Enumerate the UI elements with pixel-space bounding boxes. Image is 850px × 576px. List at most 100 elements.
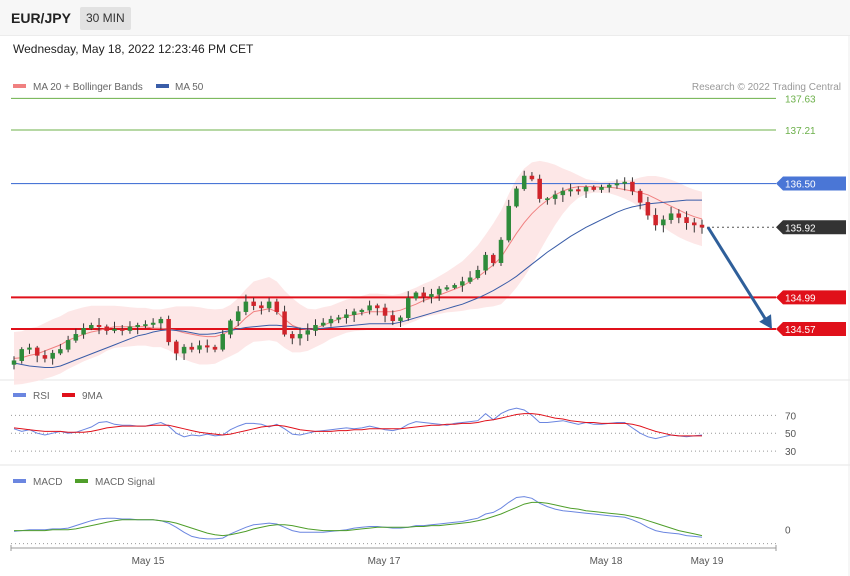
symbol-label: EUR/JPY	[11, 10, 71, 26]
candle	[699, 219, 705, 234]
level-badge-support	[776, 290, 846, 305]
level-label-target: 137.21	[785, 126, 816, 137]
candle	[583, 185, 589, 198]
candle	[220, 330, 225, 352]
candle	[305, 323, 311, 342]
macd-panel: 0	[11, 496, 791, 545]
candle	[313, 319, 318, 336]
candle	[328, 315, 334, 327]
level-badge-label: 134.99	[785, 293, 816, 304]
candle	[545, 197, 550, 205]
legend-macd-label: MACD	[33, 477, 62, 488]
candle	[637, 188, 643, 210]
candle	[390, 310, 396, 326]
candle	[521, 170, 527, 191]
candle	[467, 271, 473, 284]
candle	[50, 349, 55, 365]
candle	[529, 172, 535, 182]
level-badge-label: 136.50	[785, 180, 816, 191]
x-tick-label: May 17	[368, 556, 401, 567]
candle	[166, 315, 171, 346]
rsi-tick-label: 50	[785, 429, 797, 440]
candle	[514, 186, 519, 208]
candle	[19, 347, 24, 364]
x-tick-label: May 18	[590, 556, 623, 567]
candle	[251, 297, 256, 311]
legend-macd-signal-label: MACD Signal	[95, 477, 155, 488]
candle	[174, 339, 179, 361]
candle	[189, 342, 195, 353]
candle	[444, 285, 450, 291]
candle	[259, 301, 264, 315]
candle	[568, 183, 573, 197]
candle	[34, 345, 40, 363]
candle	[359, 308, 365, 316]
legend-swatch-ma50	[156, 84, 169, 88]
legend-rsi-ma-label: 9MA	[82, 391, 103, 402]
candle	[205, 339, 210, 353]
candle	[351, 308, 357, 322]
candle	[73, 328, 79, 343]
candle	[382, 303, 388, 323]
rsi-ma-line	[13, 413, 702, 437]
candle	[552, 190, 558, 205]
candle	[235, 306, 241, 327]
candle	[537, 174, 542, 203]
forecast-arrow-shaft	[706, 226, 768, 321]
legend-ma20-label: MA 20 + Bollinger Bands	[33, 82, 143, 93]
candles	[11, 170, 705, 370]
candle	[27, 343, 32, 354]
candle	[297, 327, 303, 346]
chart-header: EUR/JPY 30 MIN	[0, 0, 850, 36]
candle	[622, 177, 627, 191]
candle	[653, 208, 658, 231]
legend-swatch-macd-signal	[75, 479, 88, 483]
candle	[606, 183, 612, 193]
candle	[290, 331, 295, 345]
candle	[320, 318, 326, 327]
candle	[599, 184, 604, 193]
macd-tick-label: 0	[785, 526, 791, 537]
candle	[58, 343, 63, 356]
macd-line	[13, 496, 703, 540]
candle	[429, 288, 434, 304]
candle	[65, 335, 71, 353]
candle	[645, 196, 651, 220]
rsi-legend: RSI 9MA	[13, 391, 103, 402]
candle	[436, 286, 442, 301]
rsi-panel: 70 50 30	[11, 407, 797, 458]
candle	[81, 323, 86, 339]
x-tick-label: May 19	[691, 556, 724, 567]
main-legend: MA 20 + Bollinger Bands MA 50	[13, 82, 204, 93]
candle	[119, 324, 125, 336]
timeframe-button[interactable]: 30 MIN	[80, 7, 131, 30]
candle	[228, 318, 233, 339]
candle	[684, 211, 689, 230]
candle	[112, 321, 117, 334]
candle	[127, 321, 133, 334]
candle	[506, 199, 511, 243]
candle	[197, 340, 202, 354]
price-levels	[11, 97, 776, 331]
bollinger-bands	[14, 160, 702, 385]
credit-label: Research © 2022 Trading Central	[692, 82, 841, 93]
legend-swatch-macd	[13, 479, 26, 483]
level-badge-current	[776, 220, 846, 235]
x-tick-label: May 15	[132, 556, 165, 567]
datetime-label: Wednesday, May 18, 2022 12:23:46 PM CET	[13, 42, 254, 56]
candle	[158, 316, 164, 330]
candle	[135, 322, 140, 335]
candle	[630, 177, 635, 196]
candle	[42, 350, 48, 363]
candle	[475, 265, 481, 280]
candle	[266, 297, 272, 313]
candle	[89, 322, 94, 331]
candle	[491, 253, 496, 267]
candle	[104, 324, 110, 335]
legend-swatch-rsi	[13, 393, 26, 397]
forecast-arrow	[706, 226, 772, 330]
level-badge-label: 135.92	[785, 223, 816, 234]
candle	[336, 314, 341, 324]
candle	[143, 320, 148, 329]
rsi-tick-label: 30	[785, 447, 797, 458]
